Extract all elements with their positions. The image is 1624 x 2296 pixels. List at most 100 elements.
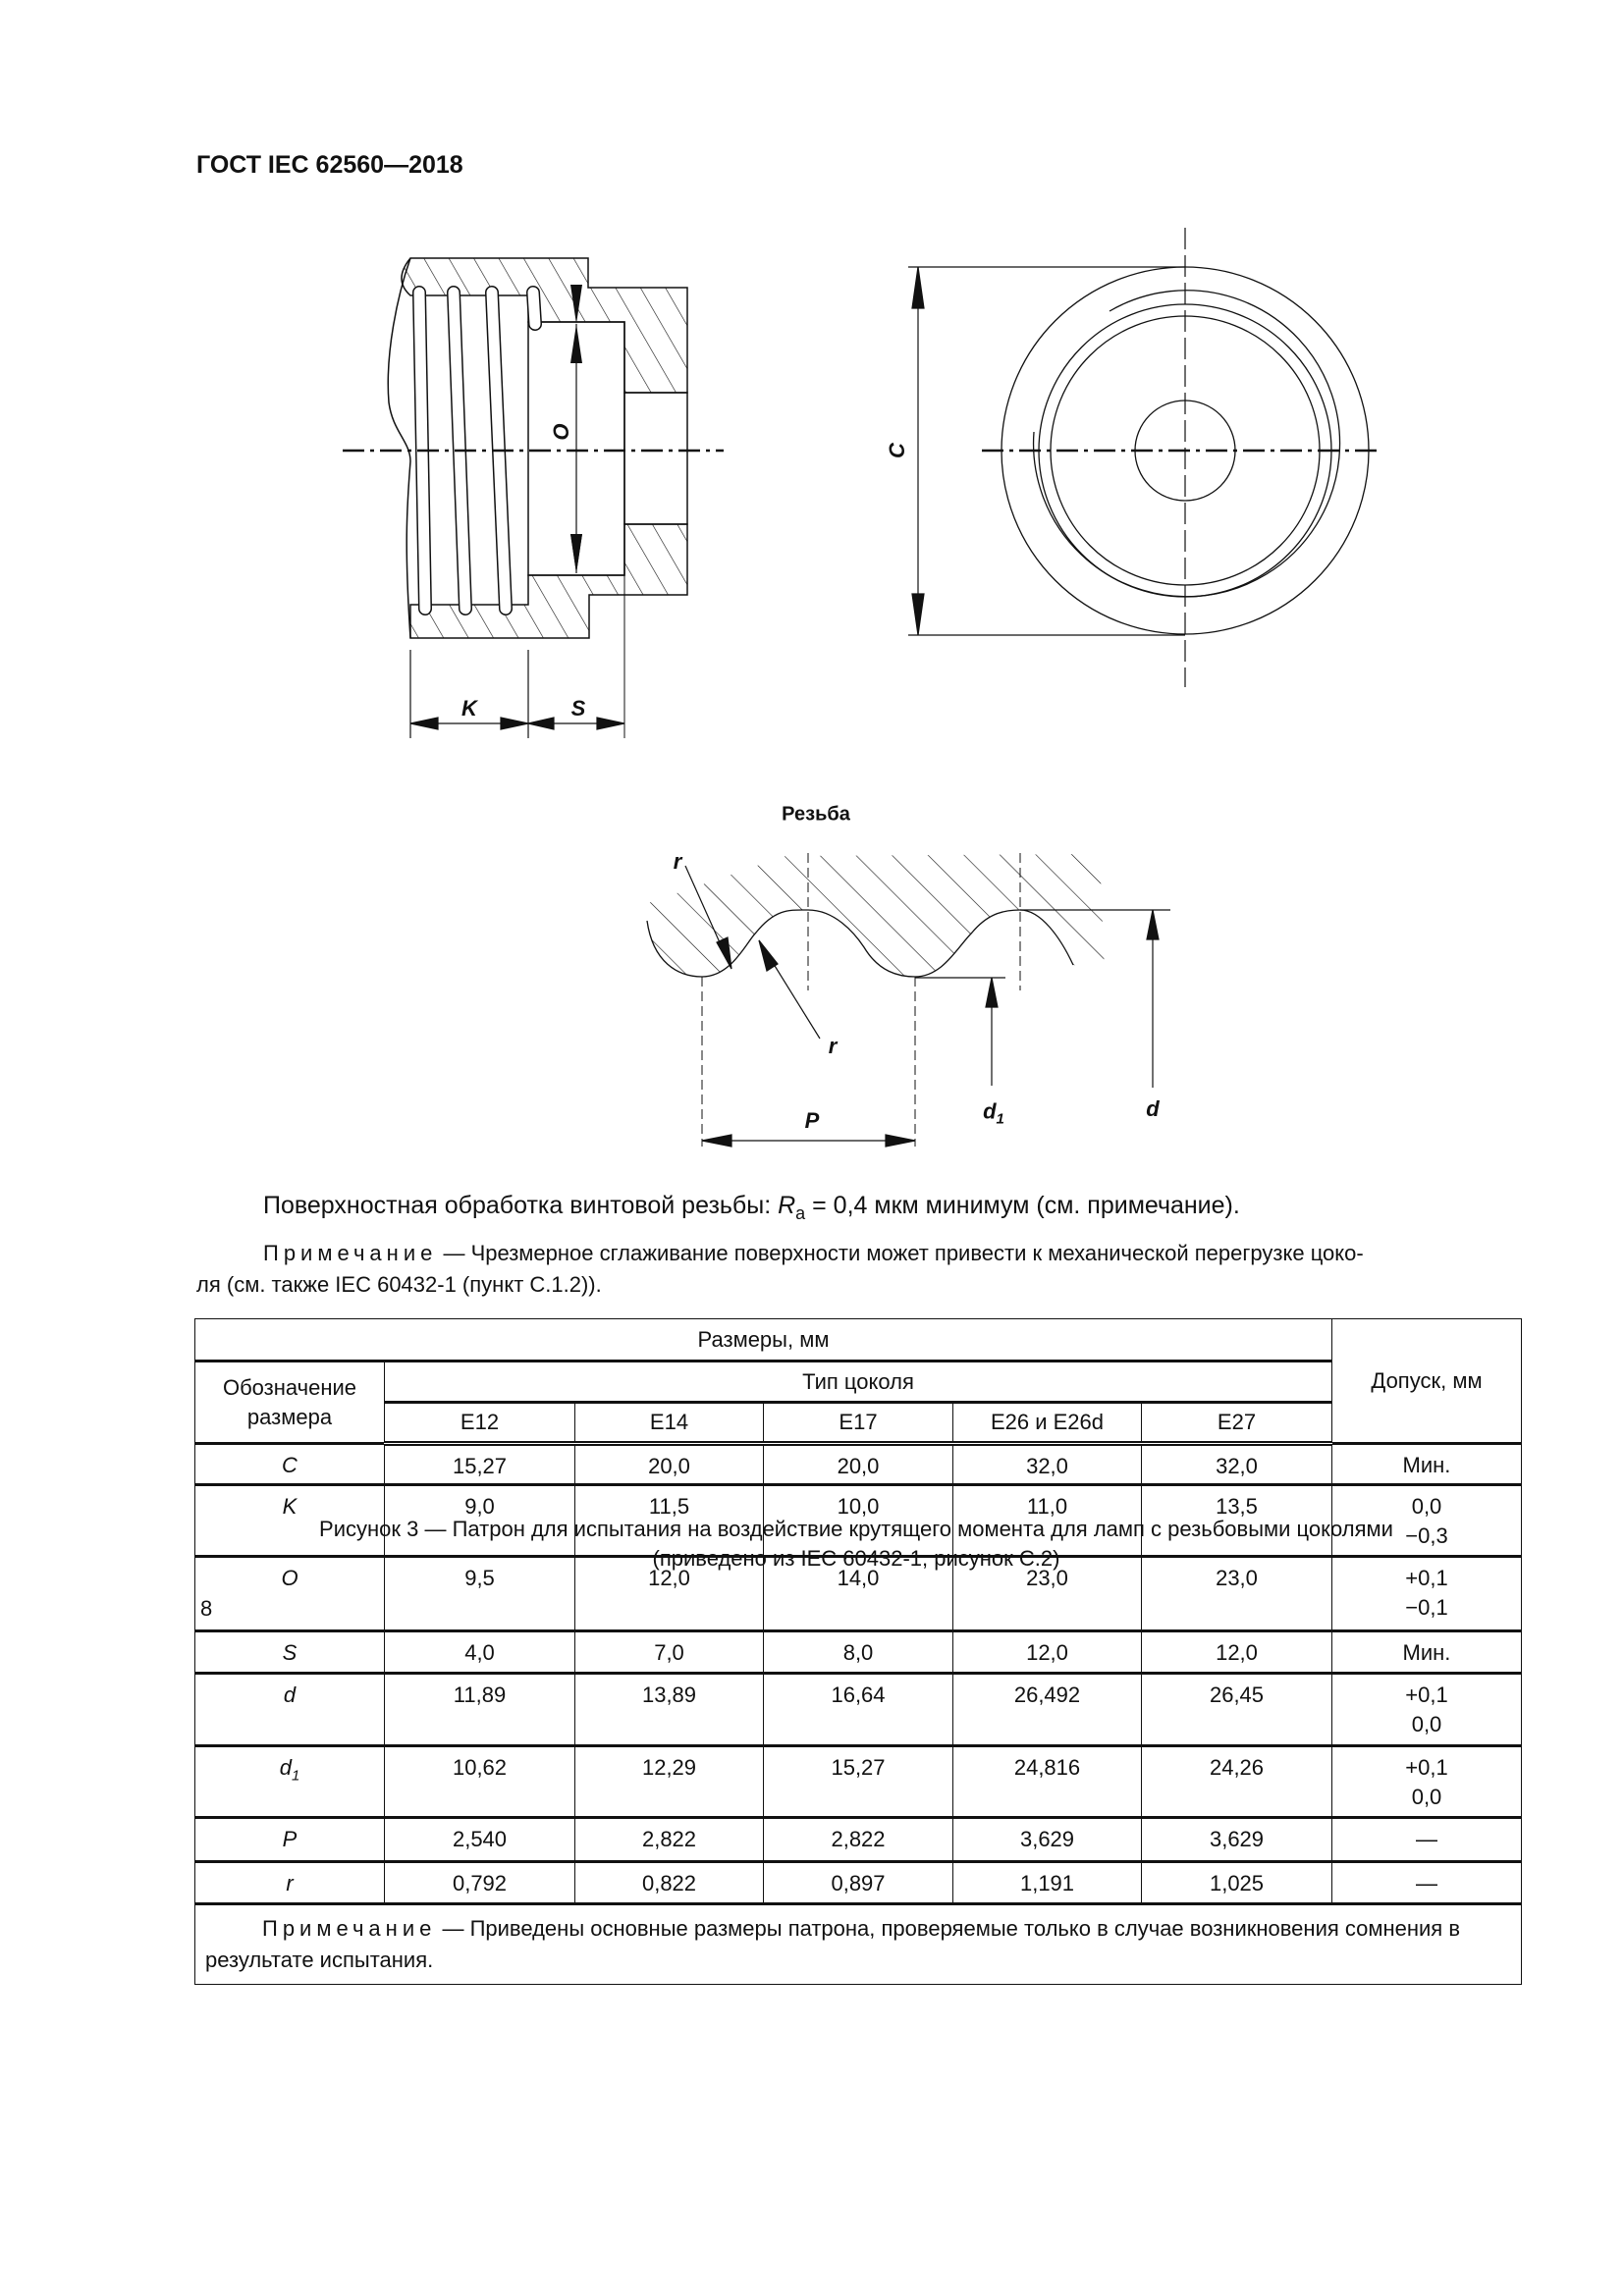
figure-caption-line-1: Рисунок 3 — Патрон для испытания на возд… (319, 1517, 1393, 1541)
label-O: O (549, 423, 573, 441)
tolerance-cell: +0,1 −0,1 (1331, 1556, 1522, 1632)
tolerance-cell: — (1331, 1861, 1522, 1905)
value-cell: 32,0 (1141, 1443, 1332, 1486)
designation-cell: d (194, 1673, 385, 1747)
tolerance-cell: Мин. (1331, 1443, 1522, 1486)
center-hole (623, 392, 688, 525)
note-line-2: ля (см. также IEC 60432-1 (пункт С.1.2))… (196, 1272, 602, 1297)
value-cell: 20,0 (763, 1443, 953, 1486)
label-P: P (804, 1108, 820, 1133)
hatched-wall-top (401, 257, 688, 394)
value-cell: 9,0 (384, 1484, 575, 1558)
page-number: 8 (200, 1596, 213, 1621)
tolerance-cell: +0,1 0,0 (1331, 1673, 1522, 1747)
type-header-cell: E26 и E26d (952, 1402, 1142, 1446)
tolerance-cell: 0,0 −0,3 (1331, 1484, 1522, 1558)
value-cell: 0,822 (574, 1861, 764, 1905)
dimensions-table: Размеры, мм Допуск, мм Обозначение разме… (194, 1318, 1522, 1985)
table-row: O 9,5 12,0 14,0 23,0 23,0 +0,1 −0,1 (194, 1556, 1522, 1632)
type-header-cell: E12 (384, 1402, 575, 1446)
label-K: K (461, 696, 477, 721)
label-C: C (885, 443, 909, 458)
designation-cell: P (194, 1817, 385, 1863)
label-r-bottom: r (828, 1034, 838, 1058)
value-cell: 23,0 (952, 1556, 1142, 1632)
value-cell: 32,0 (952, 1443, 1142, 1486)
table-row: d 11,89 13,89 16,64 26,492 26,45 +0,1 0,0 (194, 1673, 1522, 1747)
value-cell: 4,0 (384, 1630, 575, 1675)
label-d: d (1146, 1096, 1160, 1121)
figure-caption-line-2: (приведено из IEC 60432-1, рисунок С.2) (652, 1546, 1060, 1571)
value-cell: 12,0 (952, 1630, 1142, 1675)
value-cell: 24,26 (1141, 1745, 1332, 1819)
type-header-cell: E27 (1141, 1402, 1332, 1446)
value-cell: 10,0 (763, 1484, 953, 1558)
tolerance-cell: +0,1 0,0 (1331, 1745, 1522, 1819)
designation-cell: S (194, 1630, 385, 1675)
table-row: C 15,27 20,0 20,0 32,0 32,0 Мин. (194, 1443, 1522, 1486)
designation-cell: r (194, 1861, 385, 1905)
value-cell: 2,822 (763, 1817, 953, 1863)
value-cell: 15,27 (763, 1745, 953, 1819)
value-cell: 12,0 (574, 1556, 764, 1632)
value-cell: 12,29 (574, 1745, 764, 1819)
value-cell: 11,0 (952, 1484, 1142, 1558)
table-note: Примечание — Приведены основные размеры … (194, 1903, 1522, 1985)
thread-dimensions (684, 865, 1170, 1148)
value-cell: 0,897 (763, 1861, 953, 1905)
type-header-cell: E14 (574, 1402, 764, 1446)
dimension-K-S (409, 650, 625, 738)
value-cell: 3,629 (1141, 1817, 1332, 1863)
designation-cell: K (194, 1484, 385, 1558)
type-header: Тип цоколя (384, 1361, 1332, 1404)
value-cell: 26,492 (952, 1673, 1142, 1747)
label-r-top: r (673, 849, 682, 874)
tolerance-cell: — (1331, 1817, 1522, 1863)
value-cell: 26,45 (1141, 1673, 1332, 1747)
value-cell: 3,629 (952, 1817, 1142, 1863)
document-header: ГОСТ IEC 62560—2018 (196, 151, 463, 179)
label-S: S (570, 696, 586, 721)
wavy-break-edge (387, 257, 411, 639)
value-cell: 11,5 (574, 1484, 764, 1558)
label-d1: d1 (983, 1098, 1004, 1128)
value-cell: 2,540 (384, 1817, 575, 1863)
value-cell: 0,792 (384, 1861, 575, 1905)
thread-dashed-lines (701, 853, 1021, 1147)
tolerance-header: Допуск, мм (1331, 1318, 1522, 1445)
note-line-1: Примечание — Чрезмерное сглаживание пове… (263, 1241, 1364, 1265)
socket-section-view (387, 257, 688, 738)
type-header-cell: E17 (763, 1402, 953, 1446)
value-cell: 2,822 (574, 1817, 764, 1863)
value-cell: 1,191 (952, 1861, 1142, 1905)
thread-profile (646, 909, 1074, 978)
value-cell: 13,5 (1141, 1484, 1332, 1558)
designation-cell: d1 (194, 1745, 385, 1819)
hatched-wall-bottom (409, 523, 688, 639)
value-cell: 7,0 (574, 1630, 764, 1675)
table-row: K 9,0 11,5 10,0 11,0 13,5 0,0 −0,3 (194, 1484, 1522, 1558)
designation-cell: O (194, 1556, 385, 1632)
table-row: d1 10,62 12,29 15,27 24,816 24,26 +0,1 0,0 (194, 1745, 1522, 1819)
designation-header: Обозначение размера (194, 1361, 385, 1445)
value-cell: 8,0 (763, 1630, 953, 1675)
table-row: S 4,0 7,0 8,0 12,0 12,0 Мин. (194, 1630, 1522, 1675)
technical-drawing (343, 228, 1380, 1148)
value-cell: 10,62 (384, 1745, 575, 1819)
value-cell: 12,0 (1141, 1630, 1332, 1675)
value-cell: 14,0 (763, 1556, 953, 1632)
surface-finish-text: Поверхностная обработка винтовой резьбы:… (263, 1192, 1240, 1223)
dimension-C (908, 266, 1185, 636)
tolerance-cell: Мин. (1331, 1630, 1522, 1675)
value-cell: 23,0 (1141, 1556, 1332, 1632)
value-cell: 13,89 (574, 1673, 764, 1747)
value-cell: 11,89 (384, 1673, 575, 1747)
value-cell: 24,816 (952, 1745, 1142, 1819)
value-cell: 16,64 (763, 1673, 953, 1747)
value-cell: 1,025 (1141, 1861, 1332, 1905)
thread-title: Резьба (782, 803, 850, 826)
group-header: Размеры, мм (194, 1318, 1332, 1362)
table-row: P 2,540 2,822 2,822 3,629 3,629— (194, 1817, 1522, 1863)
designation-cell: C (194, 1443, 385, 1486)
table-row: r 0,792 0,822 0,897 1,191 1,025— (194, 1861, 1522, 1905)
